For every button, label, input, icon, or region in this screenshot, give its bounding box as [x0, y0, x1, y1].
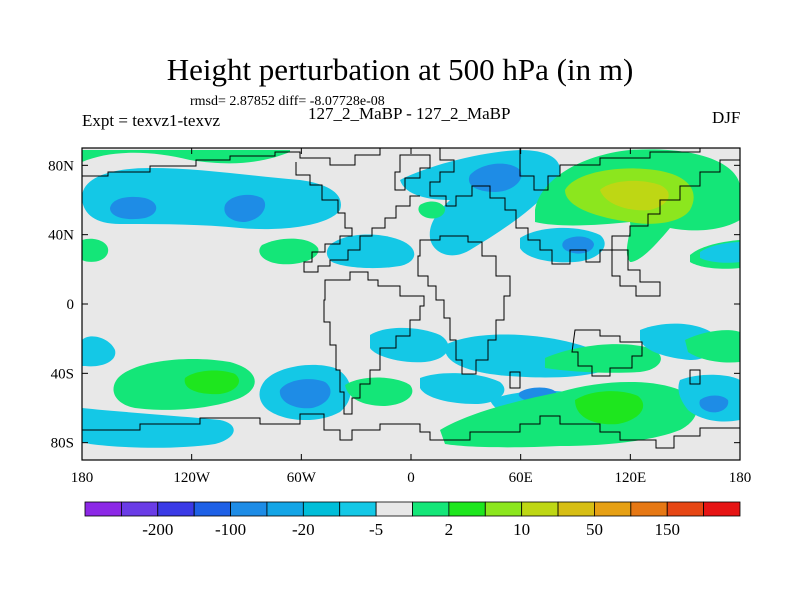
fill-atl-cyan	[326, 234, 415, 269]
colorbar-swatch	[375, 501, 413, 517]
x-tick-label: 0	[407, 470, 415, 486]
x-tick-label: 60E	[509, 470, 533, 486]
run-label: 127_2_MaBP - 127_2_MaBP	[308, 104, 511, 123]
colorbar-swatch	[666, 501, 705, 517]
rmsd-diff-stats: rmsd= 2.87852 diff= -8.07728e-08	[190, 94, 385, 109]
colorbar-label: 50	[586, 520, 603, 539]
coast-south-america	[323, 271, 425, 415]
fill-atl-green	[345, 377, 413, 406]
colorbar-swatch	[193, 501, 231, 517]
coast-north-america	[82, 148, 420, 273]
x-tick-label: 180	[729, 470, 752, 486]
coast-africa	[417, 235, 511, 375]
fill-satl-cyan	[420, 373, 505, 404]
y-tick-label: 40N	[48, 228, 74, 244]
colorbar-label: -20	[292, 520, 315, 539]
coast-se-asia	[611, 249, 661, 297]
x-tick-label: 120W	[173, 470, 211, 486]
x-tick-label: 180	[71, 470, 94, 486]
colorbar-swatch	[157, 501, 195, 517]
colorbar-swatch	[521, 501, 559, 517]
y-tick-label: 80N	[48, 158, 74, 174]
fill-asia-core	[562, 236, 594, 254]
colorbar-swatch	[412, 501, 450, 517]
season-label: DJF	[712, 108, 741, 127]
colorbar-swatch	[557, 501, 595, 517]
fill-np-core	[110, 196, 157, 220]
fill-na-green	[259, 238, 319, 265]
fill-eur-green	[418, 201, 446, 219]
colorbar-label: -5	[369, 520, 383, 539]
colorbar-swatch	[630, 501, 668, 517]
fill-sam-cyan	[370, 327, 449, 363]
fill-sam-low-core	[279, 379, 331, 409]
colorbar-swatch	[339, 501, 377, 517]
colorbar-label: -100	[215, 520, 246, 539]
coastlines	[82, 148, 740, 449]
coast-australia	[571, 329, 643, 377]
fill-asia-yellow	[600, 180, 669, 211]
y-tick-label: 40S	[51, 366, 74, 382]
coast-greenland	[394, 154, 431, 191]
fill-spac-cyan-w	[82, 336, 116, 367]
fill-pac-green-w	[82, 238, 109, 262]
colorbar-swatch	[448, 501, 486, 517]
colorbar-label: 2	[445, 520, 454, 539]
colorbar-swatch	[120, 501, 159, 517]
fill-spac-lime	[184, 370, 240, 395]
fill-pac-cyan-far	[82, 408, 234, 448]
colorbar-swatch	[266, 501, 304, 517]
colorbar-swatch	[84, 501, 122, 517]
coast-antarctica	[82, 413, 740, 449]
fill-na-core	[224, 194, 266, 222]
y-tick-label: 80S	[51, 436, 74, 452]
colorbar-label: 10	[513, 520, 530, 539]
colorbar-label: 150	[654, 520, 680, 539]
fill-sind-lime	[575, 391, 644, 425]
colorbar-swatch	[703, 501, 741, 517]
y-tick-label: 0	[67, 297, 75, 313]
plot-title: Height perturbation at 500 hPa (in m)	[166, 52, 634, 87]
x-tick-label: 120E	[614, 470, 646, 486]
axes: 180 120W 60W 0 60E 120E 180 80N 40N 0 40S 80S	[48, 148, 751, 486]
fill-spac-core-e	[699, 395, 729, 413]
colorbar-label: -200	[142, 520, 173, 539]
colorbar-swatch	[230, 501, 268, 517]
experiment-label: Expt = texvz1-texvz	[82, 111, 220, 130]
coast-madagascar	[509, 371, 521, 389]
fill-np-green	[82, 150, 290, 164]
coast-eurasia	[429, 148, 740, 265]
colorbar-swatch	[302, 501, 341, 517]
colorbar-swatch	[594, 501, 632, 517]
colorbar: -200 -100 -20 -5 2 10 50 150	[84, 501, 741, 539]
fill-pac-cyan-e	[700, 242, 740, 263]
coast-new-zealand	[689, 369, 701, 385]
colorbar-swatch	[484, 501, 523, 517]
x-tick-label: 60W	[287, 470, 317, 486]
fill-eur-core	[468, 163, 522, 192]
fill-spac-green-e	[685, 330, 740, 363]
